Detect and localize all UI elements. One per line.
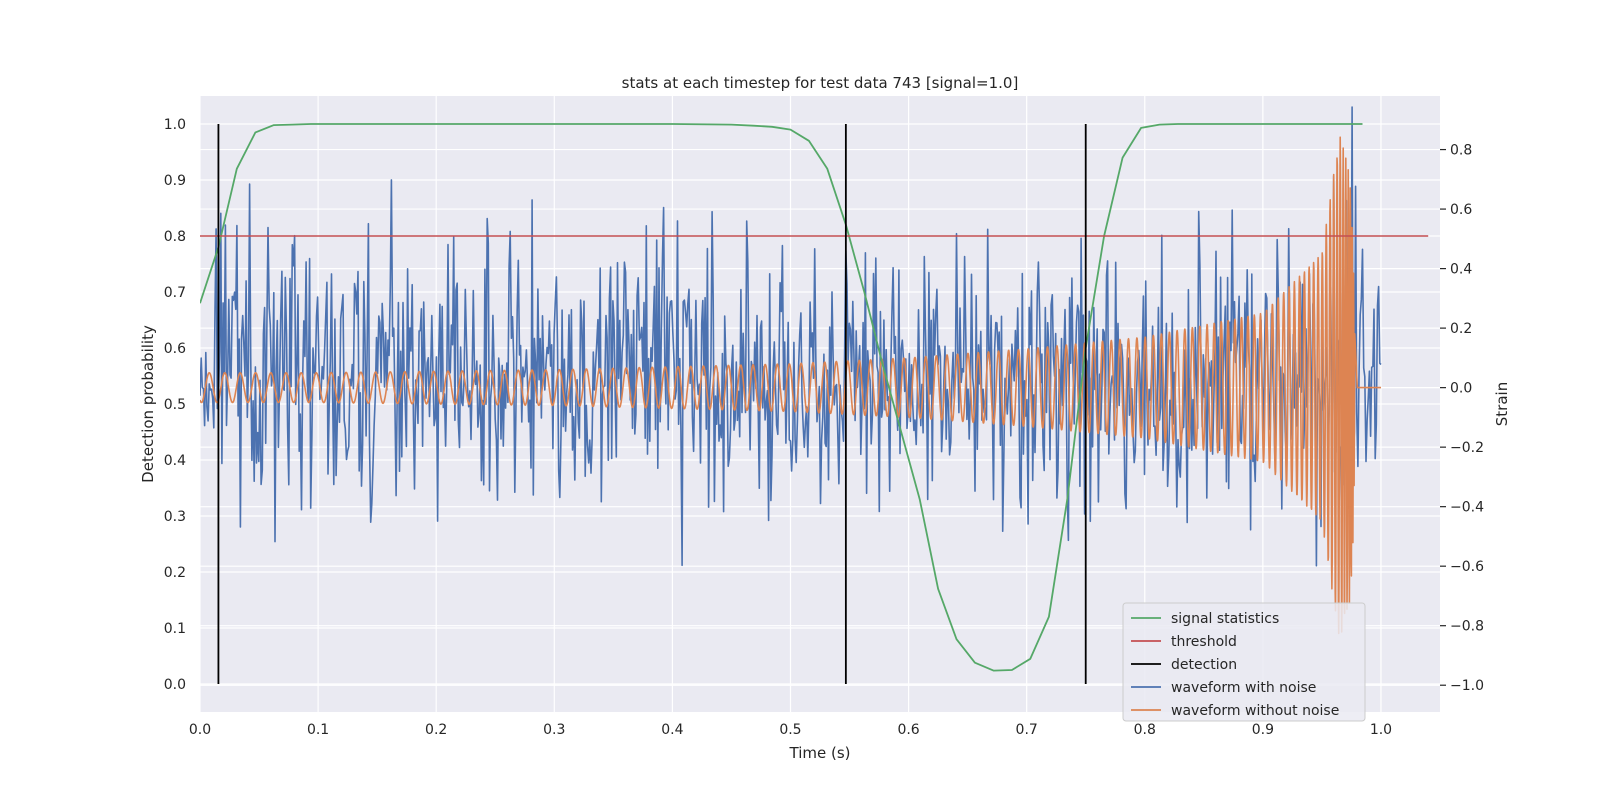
series-signal-statistics <box>200 123 1363 672</box>
y-tick-label: 0.5 <box>164 397 186 413</box>
y-tick-label: 0.8 <box>164 229 186 245</box>
x-tick-label: 0.4 <box>661 722 683 738</box>
y2-tick-label: 0.0 <box>1450 381 1472 397</box>
y-tick-label: 0.3 <box>164 509 186 525</box>
x-tick-label: 0.3 <box>543 722 565 738</box>
plot-area <box>200 106 1429 684</box>
y-tick-label: 1.0 <box>164 117 186 133</box>
series-layer <box>200 106 1429 684</box>
y2-tick-label: −1.0 <box>1450 678 1484 694</box>
y2-axis-label: Strain <box>1493 382 1511 426</box>
axes-layer: 0.0 0.1 0.2 0.3 0.4 0.5 0.6 0.7 0.8 0.9 1.0 0.0 0.1 0… <box>164 117 1484 738</box>
x-tick-label: 0.0 <box>189 722 211 738</box>
x-axis-label: Time (s) <box>789 744 851 762</box>
y2-tick-label: 0.6 <box>1450 202 1472 218</box>
y2-tick-label: 0.8 <box>1450 143 1472 159</box>
y2-tick-label: −0.6 <box>1450 559 1484 575</box>
series-waveform-with-noise <box>200 106 1382 567</box>
x-tick-label: 0.7 <box>1016 722 1038 738</box>
x-tick-label: 0.6 <box>897 722 919 738</box>
y-tick-label: 0.9 <box>164 173 186 189</box>
legend-entry: detection <box>1171 657 1237 673</box>
y-tick-label: 0.0 <box>164 677 186 693</box>
legend: signal statistics threshold detection wavef… <box>1122 602 1366 722</box>
x-tick-label: 0.8 <box>1134 722 1156 738</box>
legend-entry: waveform with noise <box>1171 680 1316 696</box>
x-tick-label: 0.1 <box>307 722 329 738</box>
y-tick-label: 0.4 <box>164 453 186 469</box>
y-tick-label: 0.6 <box>164 341 186 357</box>
series-waveform-without-noise <box>200 136 1382 635</box>
x-tick-label: 0.2 <box>425 722 447 738</box>
y2-tick-label: −0.2 <box>1450 440 1484 456</box>
legend-entry: waveform without noise <box>1171 703 1339 719</box>
x-tick-label: 0.5 <box>779 722 801 738</box>
y2-tick-label: −0.8 <box>1450 619 1484 635</box>
y-tick-label: 0.1 <box>164 621 186 637</box>
y2-tick-label: −0.4 <box>1450 500 1484 516</box>
x-tick-label: 0.9 <box>1252 722 1274 738</box>
chart-title: stats at each timestep for test data 743… <box>622 74 1019 92</box>
legend-entry: threshold <box>1171 634 1237 650</box>
legend-entry: signal statistics <box>1171 611 1279 627</box>
legend-box <box>1122 602 1366 722</box>
y2-tick-label: 0.4 <box>1450 262 1472 278</box>
y-tick-label: 0.7 <box>164 285 186 301</box>
x-tick-label: 1.0 <box>1370 722 1392 738</box>
y2-tick-label: 0.2 <box>1450 321 1472 337</box>
y-axis-label: Detection probability <box>139 325 157 483</box>
y-tick-label: 0.2 <box>164 565 186 581</box>
